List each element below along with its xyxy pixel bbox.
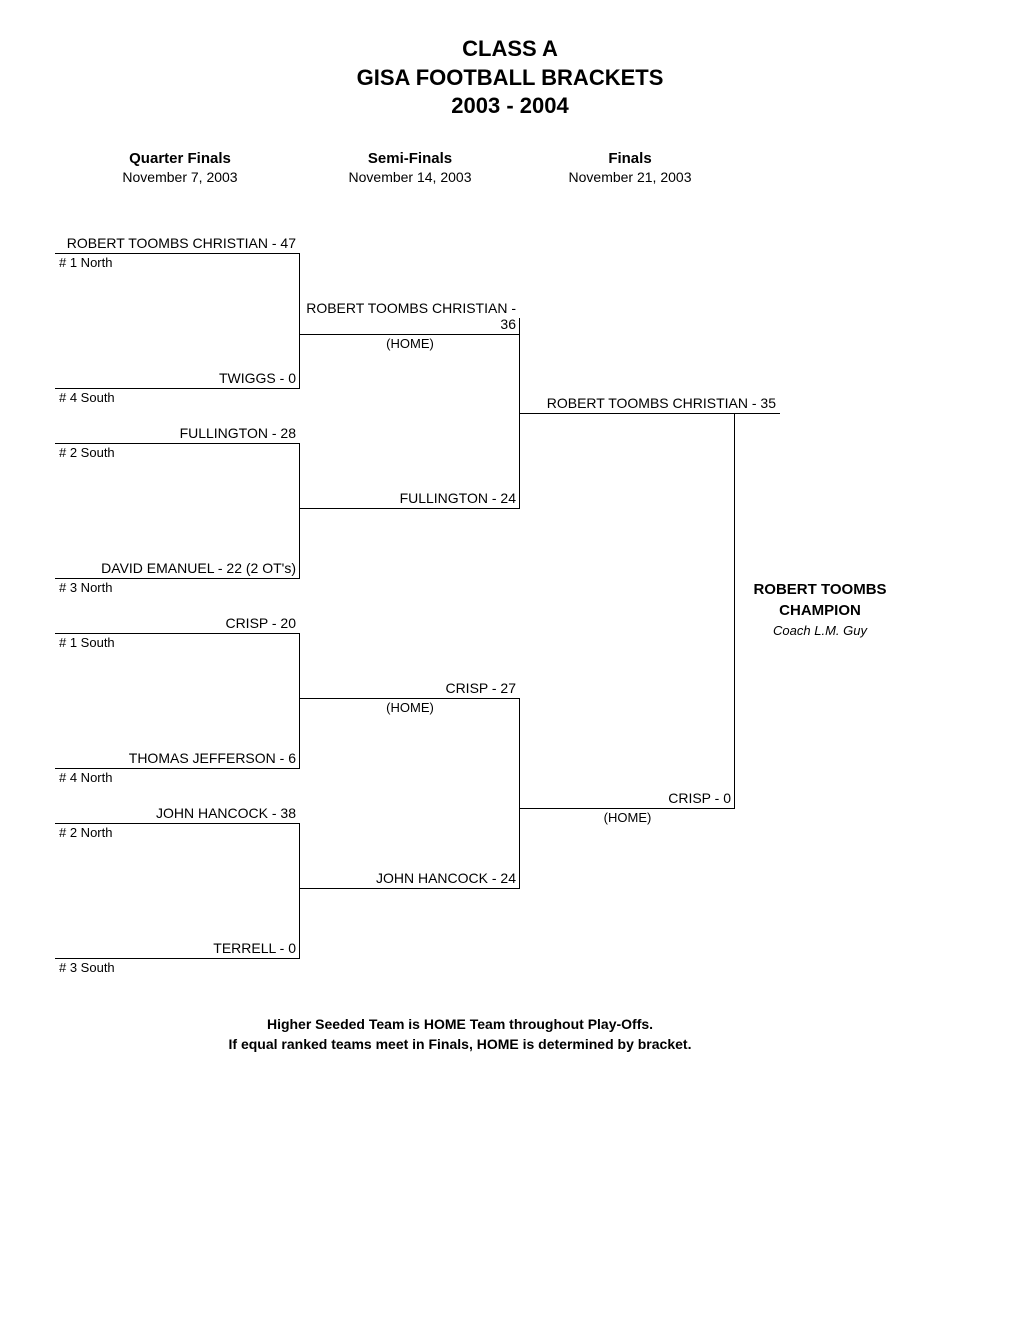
bracket-line <box>299 443 301 579</box>
sf-team-1-label: ROBERT TOOMBS CHRISTIAN - 36 <box>306 300 516 332</box>
champion-name: ROBERT TOOMBS <box>735 580 905 600</box>
footer-line-1: Higher Seeded Team is HOME Team througho… <box>160 1015 760 1035</box>
final-team-2: CRISP - 0 (HOME) <box>520 790 735 809</box>
final-team-2-home: (HOME) <box>520 810 735 825</box>
final-team-1-label: ROBERT TOOMBS CHRISTIAN - 35 <box>547 395 776 411</box>
qf-team-2: TWIGGS - 0 # 4 South <box>55 370 300 389</box>
qf-team-5-seed: # 1 South <box>59 635 259 650</box>
footer-note: Higher Seeded Team is HOME Team througho… <box>160 1015 760 1054</box>
title-line-2: GISA FOOTBALL BRACKETS <box>0 64 1020 93</box>
qf-team-1-label: ROBERT TOOMBS CHRISTIAN - 47 <box>67 235 296 251</box>
final-team-2-label: CRISP - 0 <box>668 790 731 806</box>
sf-team-1: ROBERT TOOMBS CHRISTIAN - 36 (HOME) <box>300 300 520 335</box>
round-sf-date: November 14, 2003 <box>335 169 485 185</box>
qf-team-7-label: JOHN HANCOCK - 38 <box>156 805 296 821</box>
qf-team-8-seed: # 3 South <box>59 960 259 975</box>
qf-team-3: FULLINGTON - 28 # 2 South <box>55 425 300 444</box>
round-f-date: November 21, 2003 <box>565 169 695 185</box>
sf-team-1-home: (HOME) <box>300 336 520 351</box>
round-f: Finals November 21, 2003 <box>565 150 695 185</box>
qf-team-3-label: FULLINGTON - 28 <box>180 425 296 441</box>
sf-team-3-home: (HOME) <box>300 700 520 715</box>
qf-team-5: CRISP - 20 # 1 South <box>55 615 300 634</box>
title-line-1: CLASS A <box>0 35 1020 64</box>
qf-team-7-seed: # 2 North <box>59 825 259 840</box>
sf-team-2: FULLINGTON - 24 <box>300 490 520 509</box>
round-qf-date: November 7, 2003 <box>95 169 265 185</box>
qf-team-4-seed: # 3 North <box>59 580 259 595</box>
round-sf: Semi-Finals November 14, 2003 <box>335 150 485 185</box>
final-team-1: ROBERT TOOMBS CHRISTIAN - 35 <box>520 395 780 414</box>
qf-team-1: ROBERT TOOMBS CHRISTIAN - 47 # 1 North <box>55 235 300 254</box>
footer-line-2: If equal ranked teams meet in Finals, HO… <box>160 1035 760 1055</box>
sf-team-2-label: FULLINGTON - 24 <box>400 490 516 506</box>
title-block: CLASS A GISA FOOTBALL BRACKETS 2003 - 20… <box>0 35 1020 121</box>
champion-block: ROBERT TOOMBS CHAMPION Coach L.M. Guy <box>735 580 905 638</box>
qf-team-2-label: TWIGGS - 0 <box>219 370 296 386</box>
round-qf-name: Quarter Finals <box>95 150 265 167</box>
sf-team-3: CRISP - 27 (HOME) <box>300 680 520 699</box>
round-f-name: Finals <box>565 150 695 167</box>
bracket-line <box>299 823 301 959</box>
round-qf: Quarter Finals November 7, 2003 <box>95 150 265 185</box>
sf-team-3-label: CRISP - 27 <box>445 680 516 696</box>
qf-team-6-label: THOMAS JEFFERSON - 6 <box>129 750 296 766</box>
qf-team-8: TERRELL - 0 # 3 South <box>55 940 300 959</box>
qf-team-4-label: DAVID EMANUEL - 22 (2 OT's) <box>101 560 296 576</box>
qf-team-4: DAVID EMANUEL - 22 (2 OT's) # 3 North <box>55 560 300 579</box>
sf-team-4-label: JOHN HANCOCK - 24 <box>376 870 516 886</box>
qf-team-2-seed: # 4 South <box>59 390 259 405</box>
qf-team-3-seed: # 2 South <box>59 445 259 460</box>
champion-label: CHAMPION <box>735 602 905 619</box>
qf-team-8-label: TERRELL - 0 <box>213 940 296 956</box>
title-line-3: 2003 - 2004 <box>0 92 1020 121</box>
qf-team-6-seed: # 4 North <box>59 770 259 785</box>
qf-team-5-label: CRISP - 20 <box>225 615 296 631</box>
round-sf-name: Semi-Finals <box>335 150 485 167</box>
qf-team-7: JOHN HANCOCK - 38 # 2 North <box>55 805 300 824</box>
qf-team-6: THOMAS JEFFERSON - 6 # 4 North <box>55 750 300 769</box>
champion-coach: Coach L.M. Guy <box>735 623 905 638</box>
sf-team-4: JOHN HANCOCK - 24 <box>300 870 520 889</box>
qf-team-1-seed: # 1 North <box>59 255 259 270</box>
